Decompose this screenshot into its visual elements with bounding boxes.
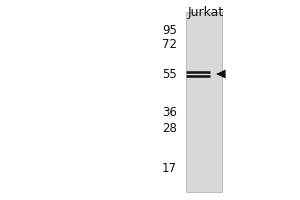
Text: 36: 36 xyxy=(162,106,177,118)
Text: 72: 72 xyxy=(162,38,177,50)
Text: Jurkat: Jurkat xyxy=(188,6,224,19)
Text: 95: 95 xyxy=(162,23,177,36)
Text: 28: 28 xyxy=(162,121,177,134)
Text: 55: 55 xyxy=(162,68,177,80)
Bar xyxy=(186,12,222,192)
Polygon shape xyxy=(216,70,226,78)
Text: 17: 17 xyxy=(162,162,177,174)
